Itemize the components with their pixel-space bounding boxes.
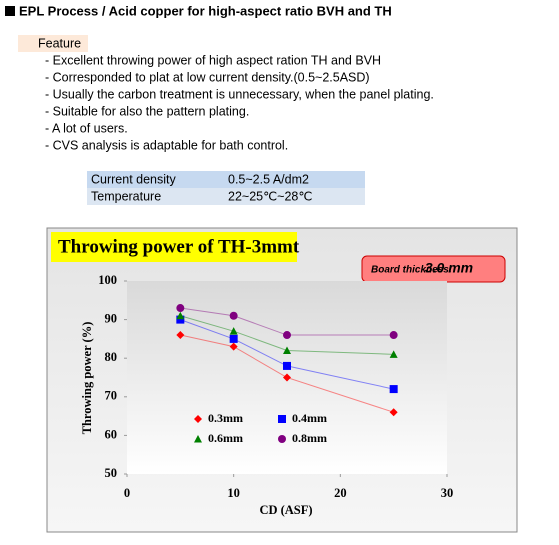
legend-marker: [194, 415, 202, 423]
marker: [176, 304, 185, 313]
marker: [176, 311, 185, 320]
marker: [283, 331, 291, 340]
y-tick-label: 50: [105, 466, 118, 480]
marker: [283, 346, 291, 354]
feature-item: - Corresponded to plat at low current de…: [45, 70, 370, 84]
x-axis-label: CD (ASF): [259, 503, 312, 517]
legend-label: 0.8mm: [292, 431, 327, 445]
feature-item: - A lot of users.: [45, 121, 128, 135]
feature-item: - Excellent throwing power of high aspec…: [45, 53, 381, 67]
marker: [176, 315, 185, 324]
legend-label: 0.4mm: [292, 411, 327, 425]
y-tick-label: 100: [98, 273, 117, 287]
marker: [283, 373, 291, 382]
table-row-bg: [87, 188, 365, 205]
title-bullet: [5, 6, 15, 16]
series-line: [180, 319, 394, 390]
legend-marker: [278, 435, 286, 443]
marker: [229, 342, 238, 351]
marker: [229, 334, 238, 343]
marker: [389, 350, 398, 358]
feature-item: - Usually the carbon treatment is unnece…: [45, 87, 434, 101]
marker: [389, 408, 398, 417]
feature-list: - Excellent throwing power of high aspec…: [45, 53, 434, 152]
y-tick-label: 70: [105, 389, 118, 403]
legend-marker: [194, 435, 202, 443]
legend-marker: [278, 415, 286, 423]
chart-title: Throwing power of TH-3mmt: [58, 236, 300, 257]
feature-item: - Suitable for also the pattern plating.: [45, 104, 249, 118]
y-tick-label: 90: [105, 311, 118, 325]
marker: [283, 361, 291, 370]
marker: [389, 385, 398, 394]
table-cell: 22~25℃~28℃: [228, 189, 312, 203]
x-tick-label: 30: [441, 486, 454, 500]
table-cell: Temperature: [91, 189, 161, 203]
y-axis-label: Throwing power (%): [80, 322, 94, 435]
marker: [176, 331, 185, 340]
feature-item: - CVS analysis is adaptable for bath con…: [45, 138, 288, 152]
y-tick-label: 80: [105, 350, 118, 364]
y-tick-label: 60: [105, 427, 118, 441]
marker: [389, 331, 398, 340]
marker: [229, 311, 238, 320]
table-cell: 0.5~2.5 A/dm2: [228, 172, 309, 186]
page-title: EPL Process / Acid copper for high-aspec…: [19, 3, 392, 18]
chart: 50 60 70 80 90 100 0 10 20 30 0.3mm 0.4mm 0.6mm 0.8mm: [98, 273, 453, 500]
feature-label: Feature: [38, 36, 81, 50]
marker: [229, 327, 238, 335]
chart-title-bg: [51, 232, 297, 262]
series-line: [180, 307, 394, 336]
annotation: 3.0 mm: [425, 260, 473, 276]
table-row-bg: [87, 171, 365, 188]
x-tick-label: 10: [227, 486, 240, 500]
spec-table: Current density 0.5~2.5 A/dm2 Temperature 2…: [91, 172, 312, 203]
annotation: Board thickness:: [371, 265, 452, 276]
table-cell: Current density: [91, 172, 177, 186]
legend-label: 0.3mm: [208, 411, 243, 425]
series-line: [180, 334, 394, 413]
legend-label: 0.6mm: [208, 431, 243, 445]
feature-label-bg: [18, 35, 88, 52]
x-tick-label: 20: [334, 486, 347, 500]
series-line: [180, 315, 394, 355]
x-tick-label: 0: [124, 486, 130, 500]
